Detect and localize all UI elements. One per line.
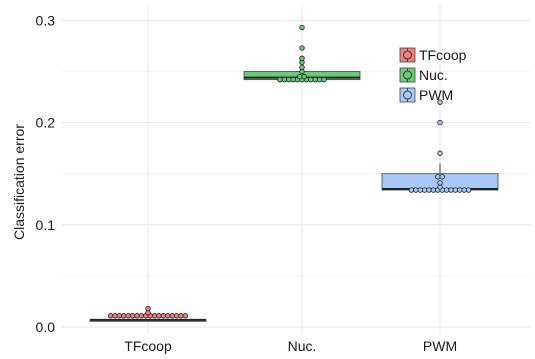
data-point-TFcoop-5 [129,313,136,319]
data-point-Nuc.-18 [299,24,305,31]
data-point-PWM-5 [430,187,437,193]
box-TFcoop [89,318,207,322]
data-point-TFcoop-15 [173,313,180,319]
data-point-PWM-3 [421,187,428,193]
data-point-Nuc.-12 [301,73,307,80]
data-point-TFcoop-4 [125,313,131,319]
data-point-PWM-12 [461,187,467,193]
y-tick-label-1: 0.1 [36,217,56,233]
data-point-Nuc.-14 [299,64,305,71]
data-point-TFcoop-19 [145,305,151,312]
y-axis-ticks: 0.0 0.1 0.2 0.3 [36,12,56,335]
y-tick-label-3: 0.3 [36,12,56,28]
data-point-Nuc.-1 [281,76,288,83]
box-plot-area [89,71,499,322]
data-point-PWM-11 [457,187,463,193]
legend-label-Nuc.: Nuc. [419,67,448,83]
data-point-PWM-13 [465,187,472,193]
legend-label-TFcoop: TFcoop [419,47,467,63]
data-point-PWM-17 [439,174,445,180]
data-point-PWM-19 [437,119,443,126]
data-point-TFcoop-17 [182,313,189,319]
data-point-Nuc.-8 [312,76,318,83]
x-axis-ticks: TFcoop Nuc. PWM [124,338,457,354]
data-point-TFcoop-2 [116,313,123,319]
data-point-TFcoop-14 [169,313,175,319]
legend: TFcoop Nuc. PWM [399,47,467,103]
data-point-TFcoop-12 [160,313,167,319]
data-point-PWM-4 [426,187,432,193]
data-point-TFcoop-7 [138,313,145,319]
legend-swatch-dot-PWM [403,90,412,100]
data-point-PWM-8 [443,187,450,193]
data-point-PWM-1 [413,187,419,193]
data-point-TFcoop-10 [151,313,158,319]
data-point-PWM-9 [448,187,454,193]
data-point-Nuc.-11 [297,73,303,80]
legend-swatch-dot-TFcoop [403,50,412,60]
data-point-TFcoop-6 [134,313,140,319]
x-tick-label-1: Nuc. [288,338,317,354]
data-point-TFcoop-1 [112,313,118,319]
data-point-TFcoop-3 [121,313,127,319]
x-tick-label-0: TFcoop [124,338,172,354]
legend-swatch-dot-Nuc. [403,70,412,80]
data-point-Nuc.-10 [321,76,327,83]
data-point-TFcoop-16 [178,313,184,319]
data-point-PWM-18 [437,150,443,156]
legend-item-TFcoop: TFcoop [399,47,467,63]
data-point-PWM-10 [452,187,459,193]
data-point-Nuc.-9 [316,76,323,83]
legend-label-PWM: PWM [419,87,453,103]
data-point-Nuc.-7 [308,76,314,83]
legend-item-Nuc.: Nuc. [399,67,448,83]
data-point-Nuc.-0 [277,76,283,83]
data-point-Nuc.-17 [299,45,305,51]
data-point-PWM-15 [437,180,443,186]
data-point-TFcoop-13 [165,313,171,319]
data-point-TFcoop-11 [156,313,162,319]
data-point-PWM-2 [417,187,423,193]
data-point-PWM-0 [408,187,415,193]
data-point-TFcoop-0 [107,313,114,319]
data-point-Nuc.-16 [299,55,305,61]
x-tick-label-2: PWM [423,338,457,354]
data-point-PWM-20 [437,99,443,105]
data-point-Nuc.-3 [290,76,296,83]
data-point-PWM-16 [435,174,441,180]
data-points [107,24,472,319]
y-axis-title: Classification error [11,124,27,240]
y-tick-label-2: 0.2 [36,115,56,131]
legend-item-PWM: PWM [399,87,453,103]
y-tick-label-0: 0.0 [36,319,56,335]
data-point-Nuc.-2 [286,76,292,83]
